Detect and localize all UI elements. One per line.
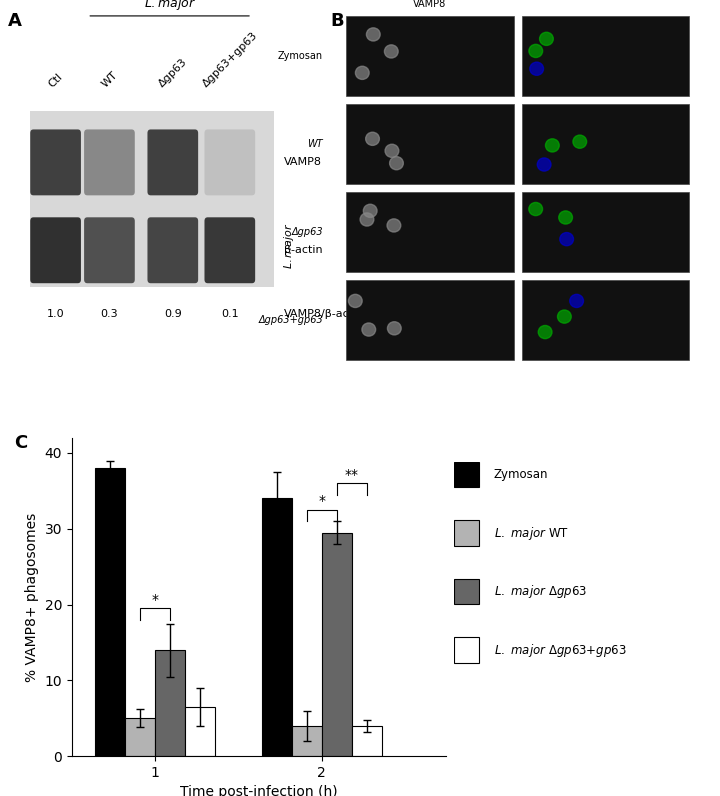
Circle shape	[570, 295, 583, 307]
Bar	[351, 726, 382, 756]
FancyBboxPatch shape	[521, 279, 690, 360]
Circle shape	[348, 295, 362, 307]
Bar	[454, 579, 479, 604]
Bar	[261, 498, 292, 756]
Text: WT: WT	[307, 139, 323, 149]
Y-axis label: % VAMP8+ phagosomes: % VAMP8+ phagosomes	[25, 513, 39, 681]
Text: VAMP8: VAMP8	[413, 0, 446, 9]
Text: VAMP8/β-actin: VAMP8/β-actin	[284, 309, 364, 319]
Text: $\it{L.\ major}$ $\it{\Delta gp63}$+$\it{gp63}$: $\it{L.\ major}$ $\it{\Delta gp63}$+$\it…	[494, 642, 626, 658]
Text: *: *	[152, 593, 158, 607]
Circle shape	[546, 139, 559, 152]
Text: 0.3: 0.3	[101, 309, 118, 319]
Text: C: C	[14, 434, 27, 452]
FancyBboxPatch shape	[204, 130, 255, 195]
Bar	[185, 707, 215, 756]
Text: Δgp63+gp63: Δgp63+gp63	[200, 30, 259, 89]
Text: 0.9: 0.9	[164, 309, 181, 319]
X-axis label: Time post-infection (h): Time post-infection (h)	[181, 786, 338, 796]
Text: WT: WT	[99, 69, 120, 89]
Bar	[125, 718, 156, 756]
Circle shape	[573, 135, 587, 148]
Bar	[292, 726, 322, 756]
FancyBboxPatch shape	[521, 16, 690, 96]
FancyBboxPatch shape	[30, 111, 274, 287]
FancyBboxPatch shape	[346, 16, 514, 96]
Text: **: **	[345, 468, 359, 482]
Circle shape	[537, 158, 551, 171]
Text: B: B	[330, 12, 344, 30]
Circle shape	[364, 205, 377, 217]
Circle shape	[390, 157, 403, 170]
Bar	[95, 468, 125, 756]
Bar	[454, 462, 479, 487]
Text: Δgp63+gp63: Δgp63+gp63	[258, 315, 323, 325]
Text: β-actin: β-actin	[284, 245, 323, 256]
Text: 1.0: 1.0	[47, 309, 64, 319]
Circle shape	[384, 45, 398, 58]
Circle shape	[557, 310, 571, 323]
Text: *: *	[318, 494, 325, 509]
Circle shape	[528, 202, 543, 216]
Circle shape	[362, 323, 376, 336]
Text: 0.1: 0.1	[221, 309, 238, 319]
Text: $\it{L.\ major}$ $\it{\Delta gp63}$: $\it{L.\ major}$ $\it{\Delta gp63}$	[494, 583, 587, 600]
Circle shape	[387, 322, 401, 335]
Bar	[454, 521, 479, 546]
FancyBboxPatch shape	[521, 192, 690, 272]
Circle shape	[560, 232, 574, 246]
Text: $\it{L.\ major}$ WT: $\it{L.\ major}$ WT	[494, 525, 569, 541]
Circle shape	[530, 62, 544, 76]
Bar	[322, 533, 351, 756]
Circle shape	[356, 66, 369, 80]
Circle shape	[539, 326, 552, 338]
Circle shape	[387, 219, 401, 232]
Text: A: A	[8, 12, 22, 30]
Circle shape	[539, 33, 553, 45]
FancyBboxPatch shape	[204, 217, 255, 283]
FancyBboxPatch shape	[521, 103, 690, 185]
Text: Δgp63: Δgp63	[292, 227, 323, 237]
FancyBboxPatch shape	[148, 130, 198, 195]
Text: Zymosan: Zymosan	[278, 51, 323, 61]
FancyBboxPatch shape	[148, 217, 198, 283]
Circle shape	[366, 132, 379, 146]
FancyBboxPatch shape	[346, 279, 514, 360]
Bar	[156, 650, 185, 756]
Bar	[454, 638, 479, 663]
Circle shape	[366, 28, 380, 41]
FancyBboxPatch shape	[30, 130, 81, 195]
Text: Ctl: Ctl	[47, 72, 65, 89]
FancyBboxPatch shape	[346, 192, 514, 272]
Circle shape	[360, 213, 374, 226]
Text: VAMP8: VAMP8	[284, 158, 322, 167]
FancyBboxPatch shape	[346, 103, 514, 185]
Circle shape	[385, 144, 399, 158]
FancyBboxPatch shape	[30, 217, 81, 283]
Text: $\it{L. major}$: $\it{L. major}$	[143, 0, 196, 12]
Text: Zymosan: Zymosan	[494, 468, 549, 481]
FancyBboxPatch shape	[84, 130, 135, 195]
Text: Δgp63: Δgp63	[157, 57, 189, 89]
Circle shape	[559, 211, 572, 224]
FancyBboxPatch shape	[84, 217, 135, 283]
Circle shape	[529, 45, 543, 57]
Text: $\it{L. major}$: $\it{L. major}$	[282, 222, 296, 269]
